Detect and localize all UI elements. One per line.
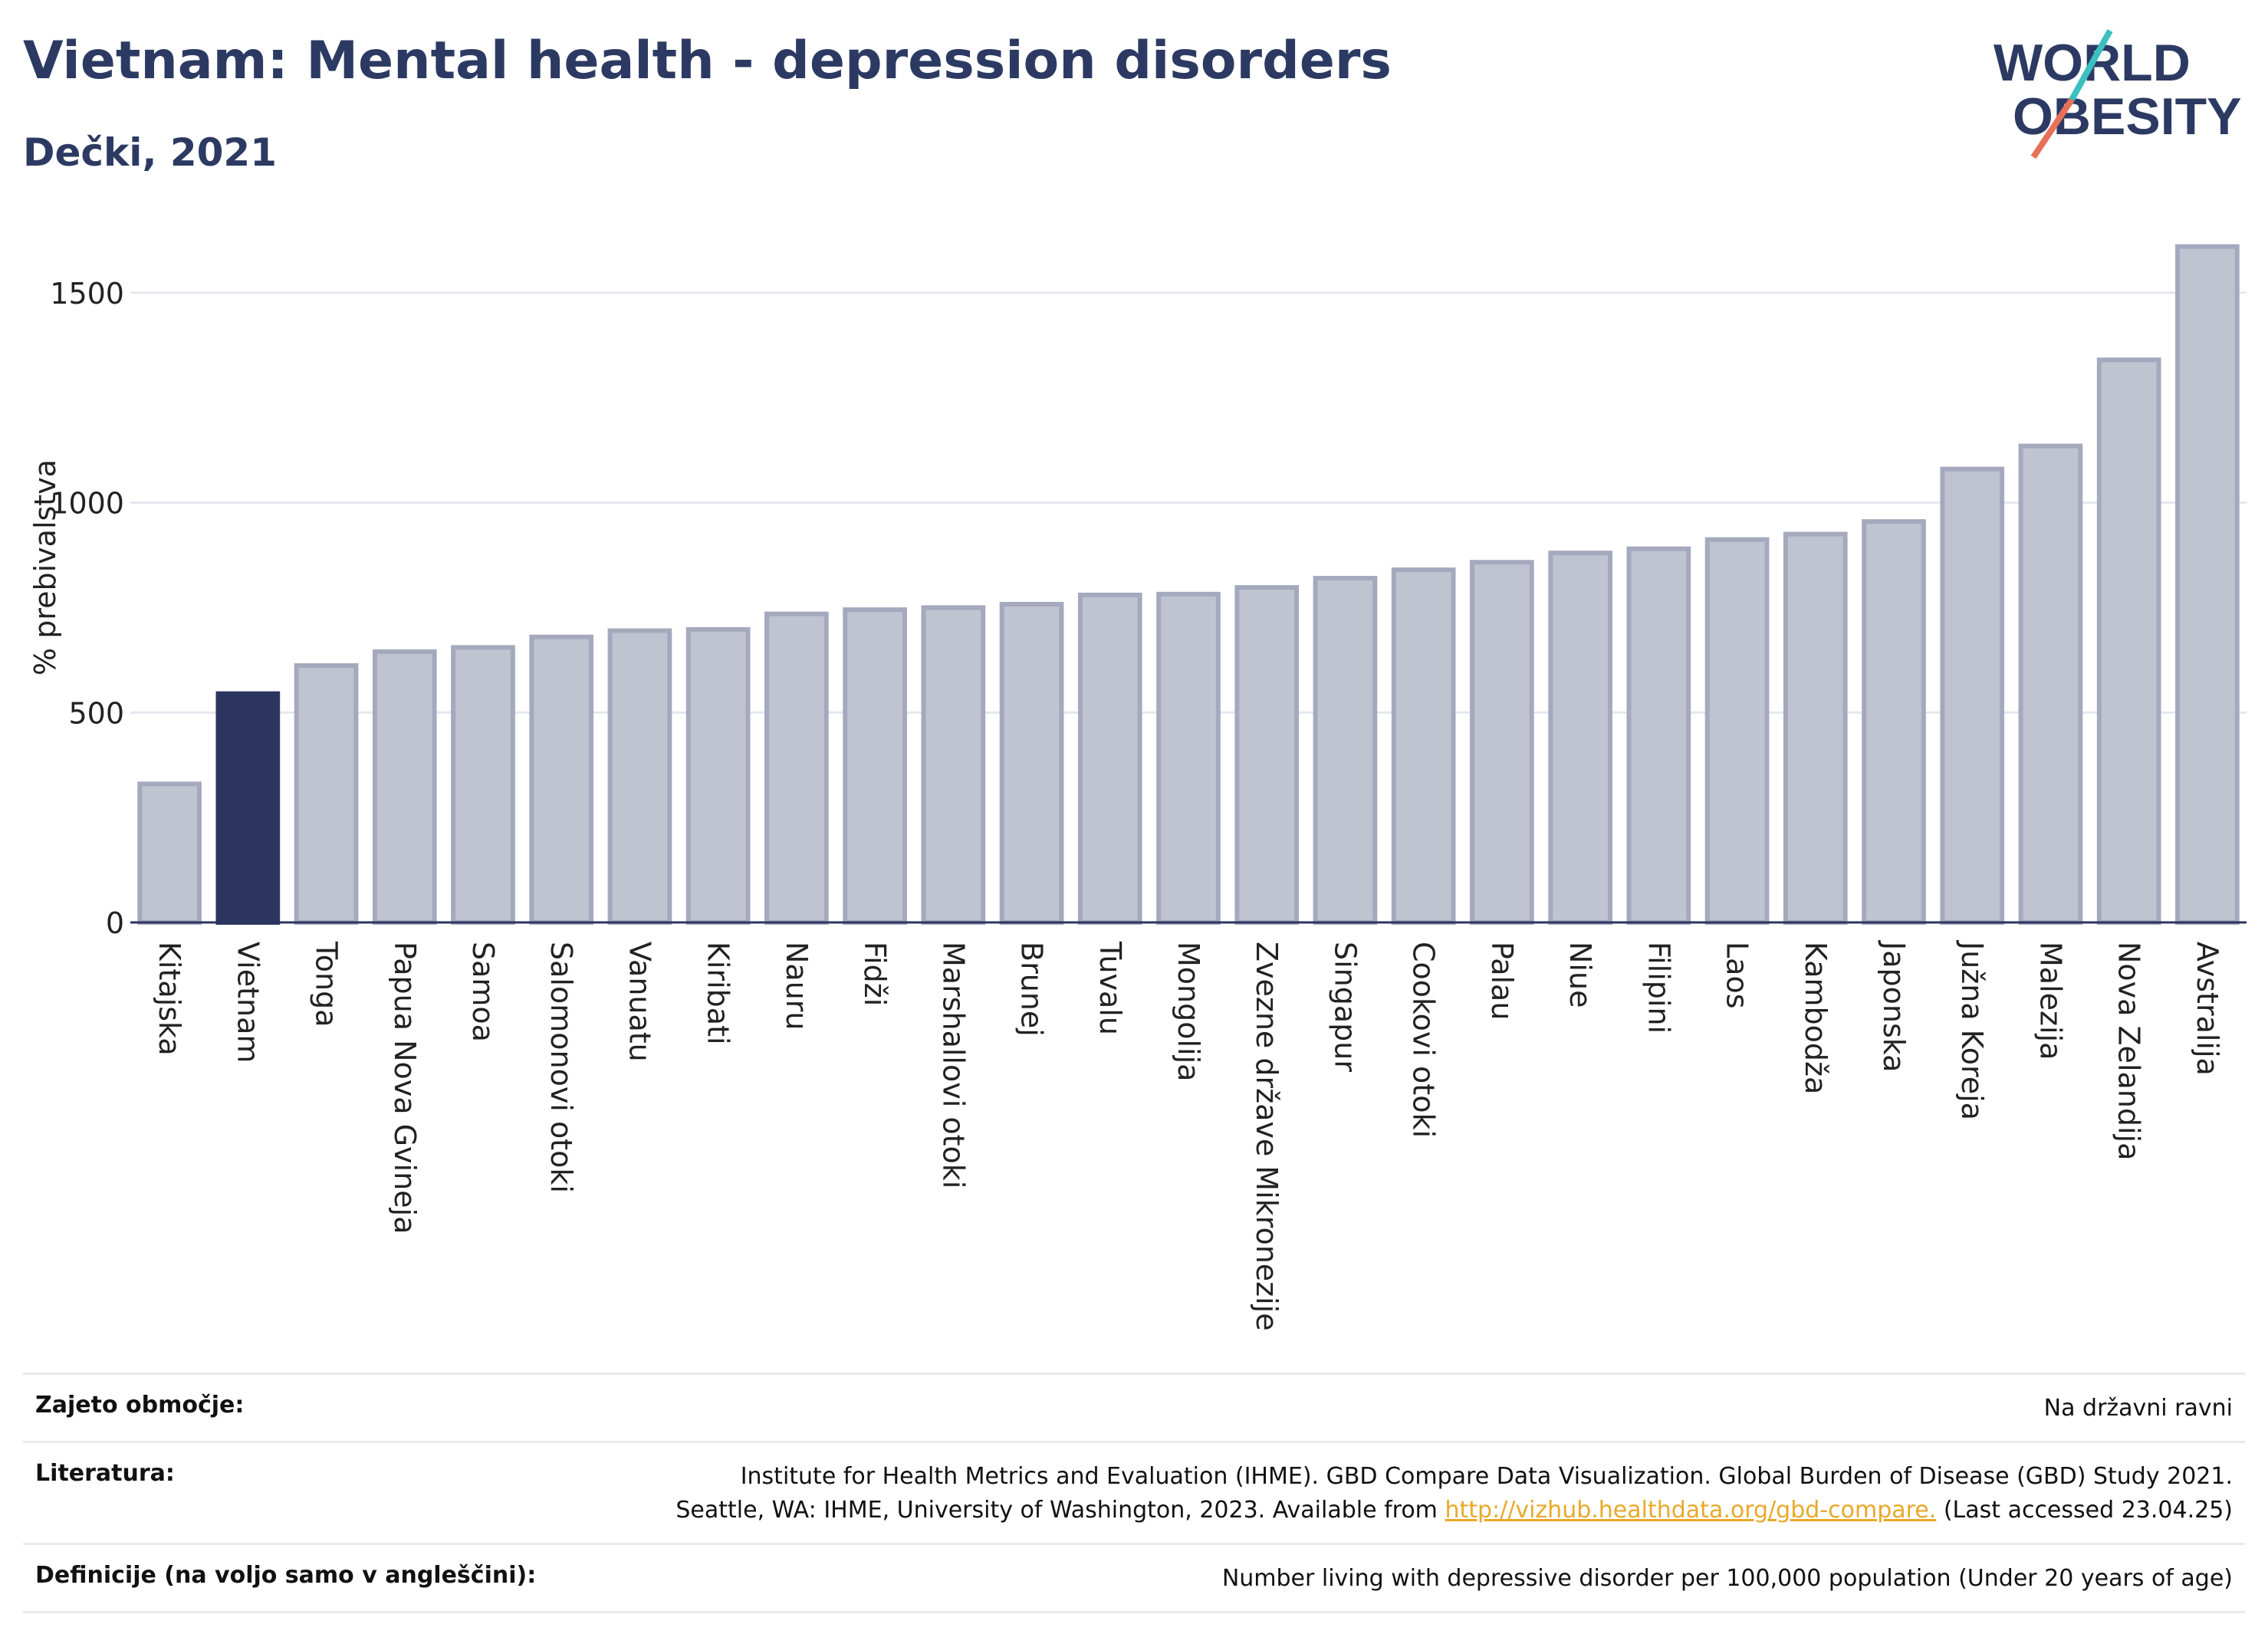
bar-24	[2018, 443, 2083, 925]
category-label: Zvezne države Mikronezije	[1250, 942, 1284, 1331]
category-label: Malezija	[2033, 942, 2067, 1060]
definitions-label: Definicije (na voljo samo v angleščini):	[35, 1562, 537, 1589]
logo-slash-red	[2030, 97, 2075, 159]
category-label: Filipini	[1642, 942, 1675, 1034]
category-label: Avstralija	[2191, 942, 2224, 1076]
bar-22	[1862, 519, 1926, 925]
coverage-value: Na državni ravni	[2043, 1395, 2233, 1422]
bar-17	[1470, 560, 1534, 925]
category-label: Mongolija	[1172, 942, 1205, 1081]
category-label: Japonska	[1877, 940, 1911, 1072]
category-label: Kiribati	[702, 942, 735, 1045]
bar-chart: 0 500 1000 1500 Kitajska Vietnam Tonga Papua No…	[28, 244, 2247, 1331]
category-label: Salomonovi otoki	[544, 942, 578, 1193]
category-label: Singapur	[1328, 942, 1362, 1072]
category-label: Papua Nova Gvineja	[388, 942, 422, 1234]
category-label: Kitajska	[153, 942, 186, 1056]
bars	[137, 244, 2240, 925]
category-label: Palau	[1485, 942, 1519, 1020]
bar-13	[1156, 591, 1221, 925]
page-title: Vietnam: Mental health - depression diso…	[23, 31, 1392, 91]
bar-16	[1391, 567, 1456, 925]
definitions-value: Number living with depressive disorder p…	[1221, 1565, 2233, 1592]
category-label: Laos	[1721, 942, 1754, 1009]
category-label: Tonga	[310, 941, 343, 1027]
bar-19	[1626, 546, 1691, 925]
bar-6	[607, 628, 672, 925]
category-label: Nova Zelandija	[2112, 942, 2146, 1160]
footer-row-definitions: Definicije (na voljo samo v angleščini):…	[23, 1543, 2245, 1613]
y-axis-label: % prebivalstva	[28, 459, 62, 676]
bar-4	[451, 645, 515, 925]
bar-15	[1313, 576, 1378, 925]
footer-row-references: Literatura: Institute for Health Metrics…	[23, 1441, 2245, 1543]
category-label: Južna Koreja	[1955, 940, 1989, 1120]
category-label: Samoa	[466, 942, 500, 1042]
bar-0	[137, 781, 202, 925]
category-label: Vietnam	[231, 942, 265, 1063]
category-label: Vanuatu	[623, 942, 656, 1062]
category-label: Cookovi otoki	[1407, 942, 1441, 1138]
y-tick-label: 1000	[50, 487, 124, 521]
world-obesity-logo: WORLD OBESITY	[1994, 29, 2242, 159]
bar-10	[921, 605, 986, 925]
references-value: Institute for Health Metrics and Evaluat…	[675, 1460, 2233, 1527]
bar-14	[1234, 585, 1300, 925]
bar-18	[1548, 551, 1612, 925]
bar-21	[1783, 531, 1848, 925]
page-subtitle: Dečki, 2021	[23, 130, 278, 175]
category-label: Fidži	[858, 942, 892, 1006]
bar-9	[843, 607, 907, 925]
bar-2	[294, 662, 359, 925]
category-label: Brunej	[1015, 942, 1049, 1037]
references-line2-post: (Last accessed 23.04.25)	[1936, 1497, 2233, 1524]
category-label: Tuvalu	[1093, 941, 1127, 1035]
bar-11	[999, 601, 1064, 925]
y-tick-label: 0	[106, 906, 124, 940]
bar-5	[529, 634, 594, 925]
y-tick-label: 500	[68, 696, 124, 730]
coverage-label: Zajeto območje:	[35, 1392, 245, 1419]
footer-row-coverage: Zajeto območje: Na državni ravni	[23, 1373, 2245, 1441]
bar-7	[685, 626, 751, 925]
category-label: Niue	[1563, 942, 1597, 1008]
references-label: Literatura:	[35, 1460, 175, 1487]
bar-highlight-1	[215, 691, 281, 925]
bar-12	[1077, 592, 1142, 925]
references-line2: Seattle, WA: IHME, University of Washing…	[675, 1494, 2233, 1527]
bar-26	[2175, 244, 2240, 925]
bar-8	[764, 611, 829, 925]
bar-3	[372, 649, 437, 925]
references-line1: Institute for Health Metrics and Evaluat…	[740, 1463, 2233, 1490]
bar-23	[1940, 466, 2005, 925]
y-tick-label: 1500	[50, 277, 124, 311]
logo-slash-teal	[2069, 29, 2113, 101]
category-label: Nauru	[780, 942, 814, 1031]
references-link[interactable]: http://vizhub.healthdata.org/gbd-compare…	[1445, 1497, 1937, 1524]
references-line2-pre: Seattle, WA: IHME, University of Washing…	[675, 1497, 1445, 1524]
category-label: Marshallovi otoki	[936, 942, 970, 1189]
axes: 0 500 1000 1500 Kitajska Vietnam Tonga Papua No…	[50, 277, 2247, 1331]
bar-20	[1704, 537, 1770, 925]
footer-table: Zajeto območje: Na državni ravni Literat…	[23, 1373, 2245, 1613]
category-label: Kambodža	[1799, 942, 1832, 1094]
bar-25	[2096, 357, 2161, 925]
